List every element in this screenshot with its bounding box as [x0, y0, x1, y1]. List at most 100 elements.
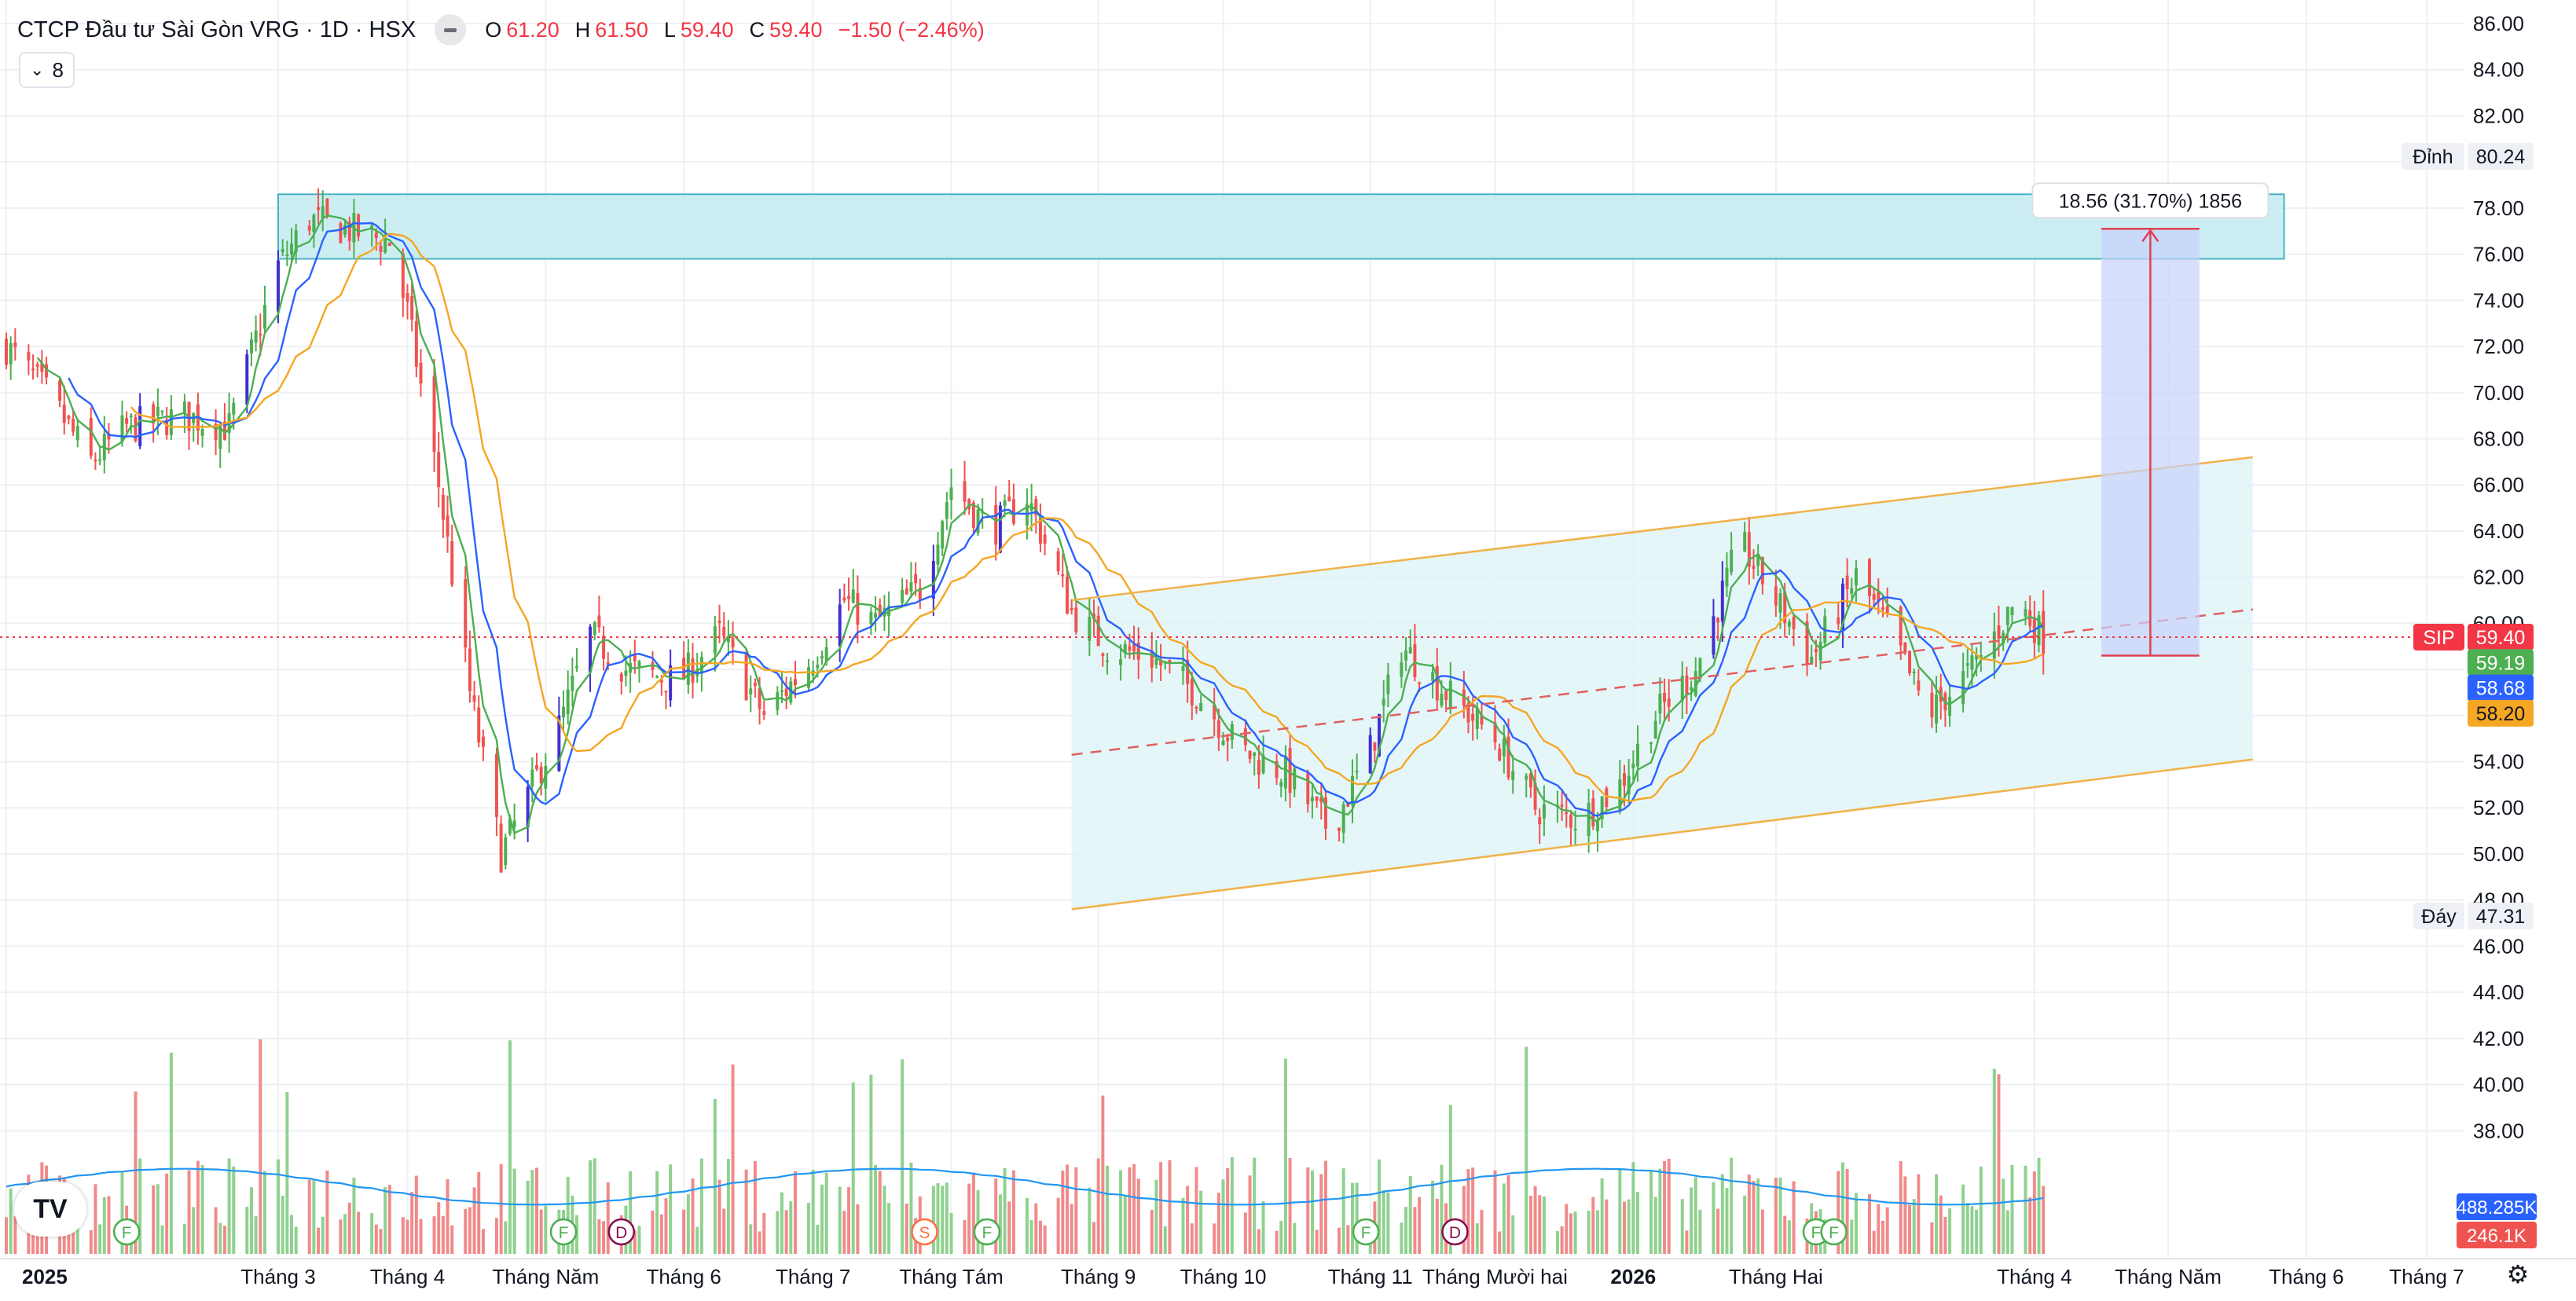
- volume-bar: [102, 1197, 106, 1254]
- volume-bar: [1056, 1197, 1060, 1254]
- candle-body: [816, 665, 820, 669]
- volume-bar: [994, 1178, 998, 1254]
- tradingview-logo-icon[interactable]: TV: [14, 1182, 86, 1237]
- candle-body: [160, 410, 164, 412]
- candle-body: [1257, 760, 1260, 775]
- volume-bar: [227, 1158, 231, 1254]
- candle-body: [901, 589, 905, 603]
- volume-bar: [776, 1211, 780, 1254]
- time-axis[interactable]: 2025 Tháng 3 Tháng 4 Tháng Năm Tháng 6 Tháng …: [0, 1258, 2576, 1288]
- volume-bar: [1404, 1207, 1408, 1254]
- volume-bar: [160, 1225, 164, 1254]
- volume-bar: [1128, 1167, 1132, 1254]
- candle-body: [1106, 660, 1110, 662]
- time-tick-label: Tháng 3: [240, 1265, 315, 1288]
- candle-body: [1221, 740, 1225, 746]
- candle-body: [1511, 771, 1515, 780]
- volume-bar: [259, 1039, 262, 1254]
- volume-bar: [1774, 1178, 1778, 1254]
- event-marker-split: [1441, 1218, 1469, 1246]
- candle-body: [1760, 557, 1764, 585]
- volume-bar: [1413, 1207, 1417, 1254]
- indicators-toggle-button[interactable]: ⌄ 8: [19, 52, 75, 88]
- price-axis[interactable]: 86.0084.0082.0080.0078.0076.0074.0072.00…: [2473, 12, 2524, 1142]
- symbol-title[interactable]: CTCP Đầu tư Sài Gòn VRG · 1D · HSX: [17, 16, 416, 42]
- volume-bar: [1649, 1171, 1653, 1254]
- candle-body: [1408, 647, 1412, 654]
- high-value: 61.50: [595, 17, 648, 42]
- candle-body: [597, 615, 601, 628]
- candle-body: [589, 626, 593, 672]
- volume-bar: [1199, 1190, 1203, 1254]
- candle-body: [593, 622, 596, 636]
- drawing-zones[interactable]: [277, 193, 2285, 910]
- volume-bar: [1631, 1162, 1635, 1254]
- candle-body: [387, 242, 391, 246]
- volume-bar: [1756, 1178, 1760, 1254]
- volume-bar: [695, 1226, 699, 1254]
- price-label-box: [2468, 674, 2534, 702]
- candle-body: [27, 352, 31, 361]
- collapse-legend-button[interactable]: [435, 14, 467, 46]
- candle-body: [1747, 532, 1751, 567]
- candle-body: [1792, 617, 1796, 629]
- candle-body: [994, 505, 998, 545]
- candle-body: [5, 339, 8, 365]
- volume-bar: [717, 1179, 721, 1254]
- candle-body: [535, 765, 538, 769]
- candle-body: [1070, 607, 1073, 610]
- volume-bar: [655, 1171, 659, 1254]
- event-letter: F: [1829, 1224, 1839, 1242]
- volume-bar: [1346, 1225, 1350, 1254]
- candle-body: [557, 715, 561, 771]
- volume-bar: [263, 1171, 266, 1254]
- volume-bar: [901, 1059, 905, 1254]
- price-tick-label: 72.00: [2473, 335, 2524, 358]
- candle-body: [512, 820, 516, 827]
- candle-body: [2028, 610, 2032, 626]
- volume-label-box: [2457, 1193, 2537, 1220]
- volume-label-box: [2457, 1222, 2537, 1248]
- volume-bar: [1043, 1225, 1047, 1254]
- volume-bar: [1528, 1195, 1532, 1254]
- volume-bar: [1310, 1170, 1314, 1254]
- gear-icon[interactable]: ⚙: [2506, 1260, 2530, 1288]
- drawing-lines[interactable]: 18.56 (31.70%) 1856: [0, 182, 2464, 911]
- volume-bar: [165, 1173, 169, 1254]
- candle-body: [762, 711, 766, 715]
- price-label-box: [2468, 623, 2534, 650]
- candle-body: [477, 707, 481, 743]
- candle-body: [1533, 782, 1537, 810]
- volume-bar: [1386, 1192, 1390, 1254]
- price-tick-label: 86.00: [2473, 12, 2524, 35]
- candle-body: [1636, 743, 1640, 767]
- candle-body: [784, 688, 788, 697]
- volume-bar: [1253, 1157, 1257, 1254]
- volume-bar: [312, 1179, 316, 1254]
- volume-bar: [1837, 1171, 1840, 1254]
- volume-bar: [1627, 1199, 1631, 1254]
- volume-bar: [1538, 1195, 1542, 1254]
- volume-bar: [120, 1172, 124, 1254]
- volume-bar: [1106, 1165, 1110, 1254]
- candle-body: [1690, 687, 1693, 691]
- volume-bar: [1850, 1219, 1854, 1254]
- price-label-tag-box: [2413, 902, 2464, 929]
- volume-bar: [1440, 1164, 1444, 1254]
- price-tick-label: 76.00: [2473, 243, 2524, 266]
- volume-bar: [726, 1159, 730, 1254]
- volume-bar: [1698, 1209, 1702, 1254]
- time-tick-label: Tháng 7: [2389, 1265, 2464, 1288]
- volume-bar: [762, 1213, 766, 1254]
- volume-bar: [1257, 1229, 1260, 1254]
- volume-bar: [936, 1183, 940, 1254]
- volume-bar: [1680, 1199, 1684, 1254]
- price-tick-label: 82.00: [2473, 104, 2524, 127]
- candle-body: [2037, 615, 2041, 646]
- volume-bar: [931, 1186, 935, 1254]
- candle-body: [1917, 680, 1921, 691]
- candle-body: [1310, 797, 1314, 802]
- candle-body: [971, 502, 975, 528]
